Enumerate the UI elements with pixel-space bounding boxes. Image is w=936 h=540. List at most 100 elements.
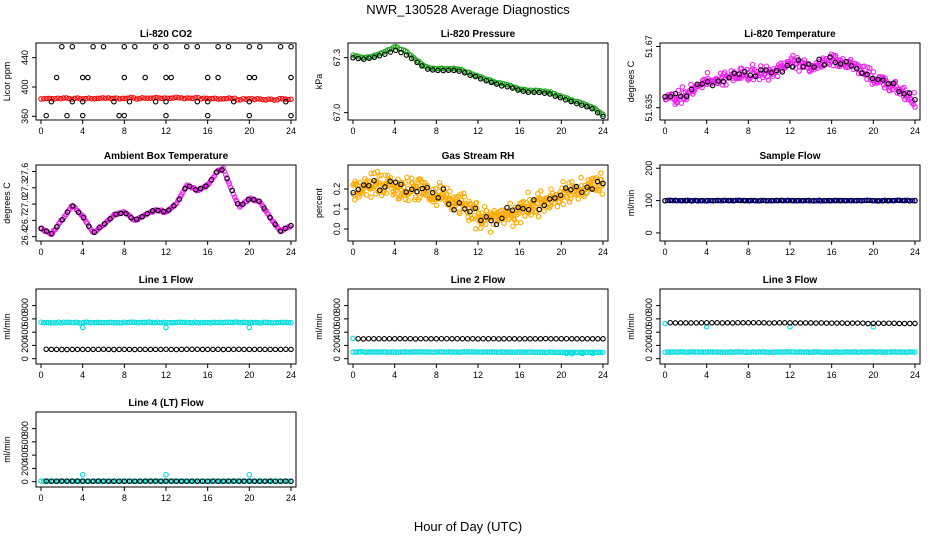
data-points — [38, 319, 294, 353]
data-point — [132, 478, 138, 484]
data-point — [404, 174, 410, 181]
data-point — [203, 183, 209, 189]
data-point — [147, 95, 154, 101]
data-point — [775, 197, 782, 204]
data-point — [594, 109, 601, 116]
data-point — [755, 349, 762, 355]
data-point — [693, 320, 700, 326]
data-point — [288, 96, 294, 103]
x-tick-label: 8 — [434, 247, 439, 257]
data-point — [534, 349, 541, 355]
data-point — [222, 319, 229, 326]
x-tick-label: 16 — [515, 247, 525, 257]
data-point — [360, 336, 367, 342]
data-point — [58, 320, 64, 326]
data-point — [864, 197, 870, 204]
data-point — [100, 43, 107, 50]
data-point — [506, 336, 513, 342]
data-point — [574, 336, 580, 342]
data-point — [548, 336, 554, 342]
data-point — [415, 349, 422, 355]
data-point — [114, 478, 120, 484]
data-point — [688, 86, 695, 93]
data-point — [282, 225, 289, 232]
data-point — [357, 349, 364, 355]
data-point — [765, 197, 772, 204]
data-point — [111, 346, 117, 353]
data-point — [864, 71, 871, 78]
data-point — [181, 95, 188, 102]
data-point — [674, 197, 681, 204]
data-point — [383, 190, 390, 196]
data-point — [482, 221, 489, 228]
data-point — [63, 319, 70, 326]
data-point — [285, 319, 292, 326]
data-point — [222, 478, 229, 484]
data-point — [735, 319, 741, 326]
data-point — [694, 197, 700, 204]
data-point — [896, 88, 902, 95]
x-tick-label: 8 — [434, 370, 439, 380]
data-point — [83, 219, 89, 225]
data-point — [102, 95, 109, 101]
x-tick-label: 20 — [244, 247, 254, 257]
data-point — [549, 349, 556, 355]
data-point — [408, 55, 415, 62]
data-point — [729, 320, 736, 326]
data-point — [212, 478, 218, 484]
data-point — [558, 336, 565, 342]
data-point — [478, 217, 484, 224]
data-point — [241, 346, 247, 353]
data-point — [517, 219, 524, 226]
data-point — [132, 346, 138, 353]
data-point — [527, 349, 533, 355]
data-point — [509, 85, 516, 91]
data-point — [194, 478, 201, 484]
x-tick-label: 24 — [286, 370, 296, 380]
data-point — [288, 112, 294, 119]
data-point — [417, 335, 424, 342]
data-point — [699, 81, 705, 87]
data-point — [552, 93, 559, 99]
data-point — [664, 349, 671, 355]
data-point — [600, 113, 606, 120]
data-point — [496, 349, 503, 355]
data-point — [398, 349, 404, 355]
data-point — [579, 189, 585, 195]
data-point — [688, 320, 694, 326]
data-point — [808, 349, 815, 355]
data-point — [382, 172, 389, 178]
data-point — [398, 49, 404, 56]
panel-sample-flow: Sample Flow ml/min 0 4 8 12 16 20 24 0 100 200 — [626, 151, 921, 257]
x-tick-label: 0 — [38, 493, 43, 503]
data-point — [224, 175, 230, 182]
data-point — [539, 349, 546, 356]
data-point — [875, 320, 882, 326]
data-point — [750, 319, 757, 326]
data-points — [350, 168, 606, 235]
data-point — [773, 197, 780, 204]
data-point — [537, 336, 544, 342]
data-point — [579, 102, 585, 108]
data-point — [187, 319, 193, 326]
data-point — [678, 197, 684, 204]
data-point — [146, 319, 153, 325]
data-points — [662, 51, 918, 110]
panel-title: Line 2 Flow — [451, 275, 506, 286]
data-point — [203, 95, 210, 102]
data-point — [103, 478, 110, 484]
data-point — [765, 349, 772, 355]
data-point — [98, 478, 105, 484]
data-point — [95, 346, 102, 353]
data-point — [163, 478, 169, 484]
data-point — [816, 197, 823, 204]
data-point — [699, 197, 705, 204]
data-point — [866, 197, 873, 204]
data-point — [589, 105, 595, 112]
data-point — [912, 198, 918, 204]
data-point — [397, 335, 403, 342]
data-point — [742, 197, 748, 204]
data-point — [283, 98, 289, 105]
data-point — [843, 58, 850, 65]
data-point — [848, 63, 855, 69]
